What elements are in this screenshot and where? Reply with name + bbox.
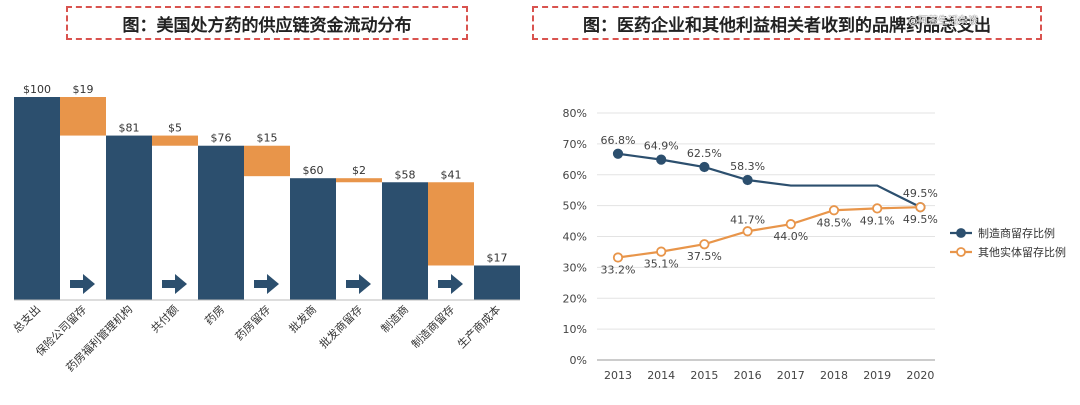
arrow-right-icon — [346, 274, 371, 294]
series-point-0-1 — [656, 154, 667, 165]
waterfall-bar-7 — [336, 178, 382, 183]
data-label-1-2: 37.5% — [687, 250, 722, 263]
series-point-1-0 — [612, 252, 624, 263]
x-tick-label-7: 2020 — [906, 369, 934, 382]
data-label-0-1: 64.9% — [644, 140, 679, 153]
y-tick-label-6: 60% — [563, 169, 587, 182]
data-label-1-0: 33.2% — [601, 263, 636, 276]
x-tick-label-4: 2017 — [777, 369, 805, 382]
data-label-0-3: 58.3% — [730, 160, 765, 173]
arrow-right-icon — [254, 274, 279, 294]
waterfall-category-label-5: 药房留存 — [232, 302, 273, 343]
arrow-right-icon — [438, 274, 463, 294]
x-tick-label-1: 2014 — [647, 369, 675, 382]
data-label-1-1: 35.1% — [644, 258, 679, 271]
series-point-0-3 — [742, 174, 753, 186]
waterfall-category-label-0: 总支出 — [10, 302, 43, 335]
waterfall-category-label-9: 制造商留存 — [408, 302, 457, 351]
y-tick-label-0: 0% — [570, 354, 587, 367]
series-line-1 — [617, 206, 921, 259]
waterfall-category-label-7: 批发商留存 — [316, 302, 365, 351]
x-tick-label-6: 2019 — [863, 369, 891, 382]
waterfall-value-label-5: $15 — [257, 132, 278, 145]
waterfall-category-label-3: 共付额 — [149, 303, 182, 336]
arrow-right-icon — [70, 274, 95, 294]
series-point-1-4 — [785, 219, 796, 230]
data-label-1-7: 49.5% — [903, 213, 938, 226]
x-tick-label-5: 2018 — [820, 369, 848, 382]
legend-label-0: 制造商留存比例 — [978, 226, 1055, 240]
waterfall-category-label-4: 药房 — [202, 303, 227, 328]
y-tick-label-1: 10% — [563, 323, 587, 336]
series-point-1-5 — [828, 205, 840, 216]
data-label-1-3: 41.7% — [730, 213, 765, 226]
x-tick-label-3: 2016 — [734, 369, 762, 382]
series-point-1-6 — [872, 203, 883, 214]
waterfall-value-label-2: $81 — [119, 122, 140, 135]
waterfall-value-label-4: $76 — [211, 132, 232, 145]
series-1: 33.2% 35.1% 37.5% 41.7% 44.0% 48.5% 49.1% 49.5% — [601, 202, 938, 276]
legend-label-1: 其他实体留存比例 — [978, 245, 1066, 259]
arrow-right-icon — [162, 274, 187, 294]
data-label-1-4: 44.0% — [773, 230, 808, 243]
waterfall-bar-4 — [198, 145, 244, 300]
waterfall-value-label-7: $2 — [352, 164, 366, 177]
waterfall-bar-2 — [106, 135, 152, 300]
waterfall-bar-6 — [290, 178, 336, 300]
waterfall-value-label-9: $41 — [441, 168, 462, 181]
legend-marker-0 — [956, 228, 966, 238]
series-point-0-2 — [699, 161, 710, 173]
y-tick-label-4: 40% — [563, 231, 587, 244]
waterfall-value-label-1: $19 — [73, 83, 94, 96]
x-tick-label-2: 2015 — [690, 369, 718, 382]
waterfall-value-label-10: $17 — [487, 251, 508, 264]
y-tick-label-7: 70% — [563, 138, 587, 151]
series-0: 66.8% 64.9% 62.5% 58.3% 49.5% — [601, 134, 938, 213]
waterfall-value-label-0: $100 — [23, 83, 51, 96]
waterfall-bar-10 — [474, 265, 520, 300]
waterfall-bar-1 — [60, 97, 106, 136]
waterfall-bar-5 — [244, 145, 290, 177]
data-label-0-0: 66.8% — [601, 134, 636, 147]
y-tick-label-3: 30% — [563, 261, 587, 274]
y-tick-label-2: 20% — [563, 292, 587, 305]
series-point-1-1 — [656, 246, 667, 257]
series-line-0 — [617, 152, 921, 209]
data-label-1-5: 48.5% — [817, 216, 852, 229]
waterfall-value-label-6: $60 — [303, 164, 324, 177]
waterfall-value-label-8: $58 — [395, 168, 416, 181]
waterfall-category-label-6: 批发商 — [286, 302, 319, 335]
waterfall-bar-0 — [14, 97, 60, 300]
waterfall-bar-9 — [428, 182, 474, 266]
watermark: @阿茶生活杂谈 — [908, 16, 978, 27]
waterfall-bar-3 — [152, 135, 198, 146]
waterfall-bar-8 — [382, 182, 428, 300]
right-chart-title: 图：医药企业和其他利益相关者收到的品牌药品总支出 — [532, 6, 1042, 40]
data-label-0-7: 49.5% — [903, 187, 938, 200]
series-point-1-3 — [742, 226, 753, 237]
series-point-1-7 — [915, 202, 926, 213]
legend-marker-1 — [956, 247, 966, 257]
waterfall-value-label-3: $5 — [168, 122, 182, 135]
waterfall-category-label-8: 制造商 — [378, 302, 411, 335]
x-tick-label-0: 2013 — [604, 369, 632, 382]
series-point-0-0 — [612, 148, 624, 159]
y-tick-label-5: 50% — [563, 200, 587, 213]
left-chart-title: 图：美国处方药的供应链资金流动分布 — [66, 6, 468, 40]
y-tick-label-8: 80% — [563, 107, 587, 120]
series-point-1-2 — [699, 239, 710, 250]
data-label-1-6: 49.1% — [860, 214, 895, 227]
waterfall-category-label-10: 生产商成本 — [454, 302, 503, 351]
data-label-0-2: 62.5% — [687, 147, 722, 160]
